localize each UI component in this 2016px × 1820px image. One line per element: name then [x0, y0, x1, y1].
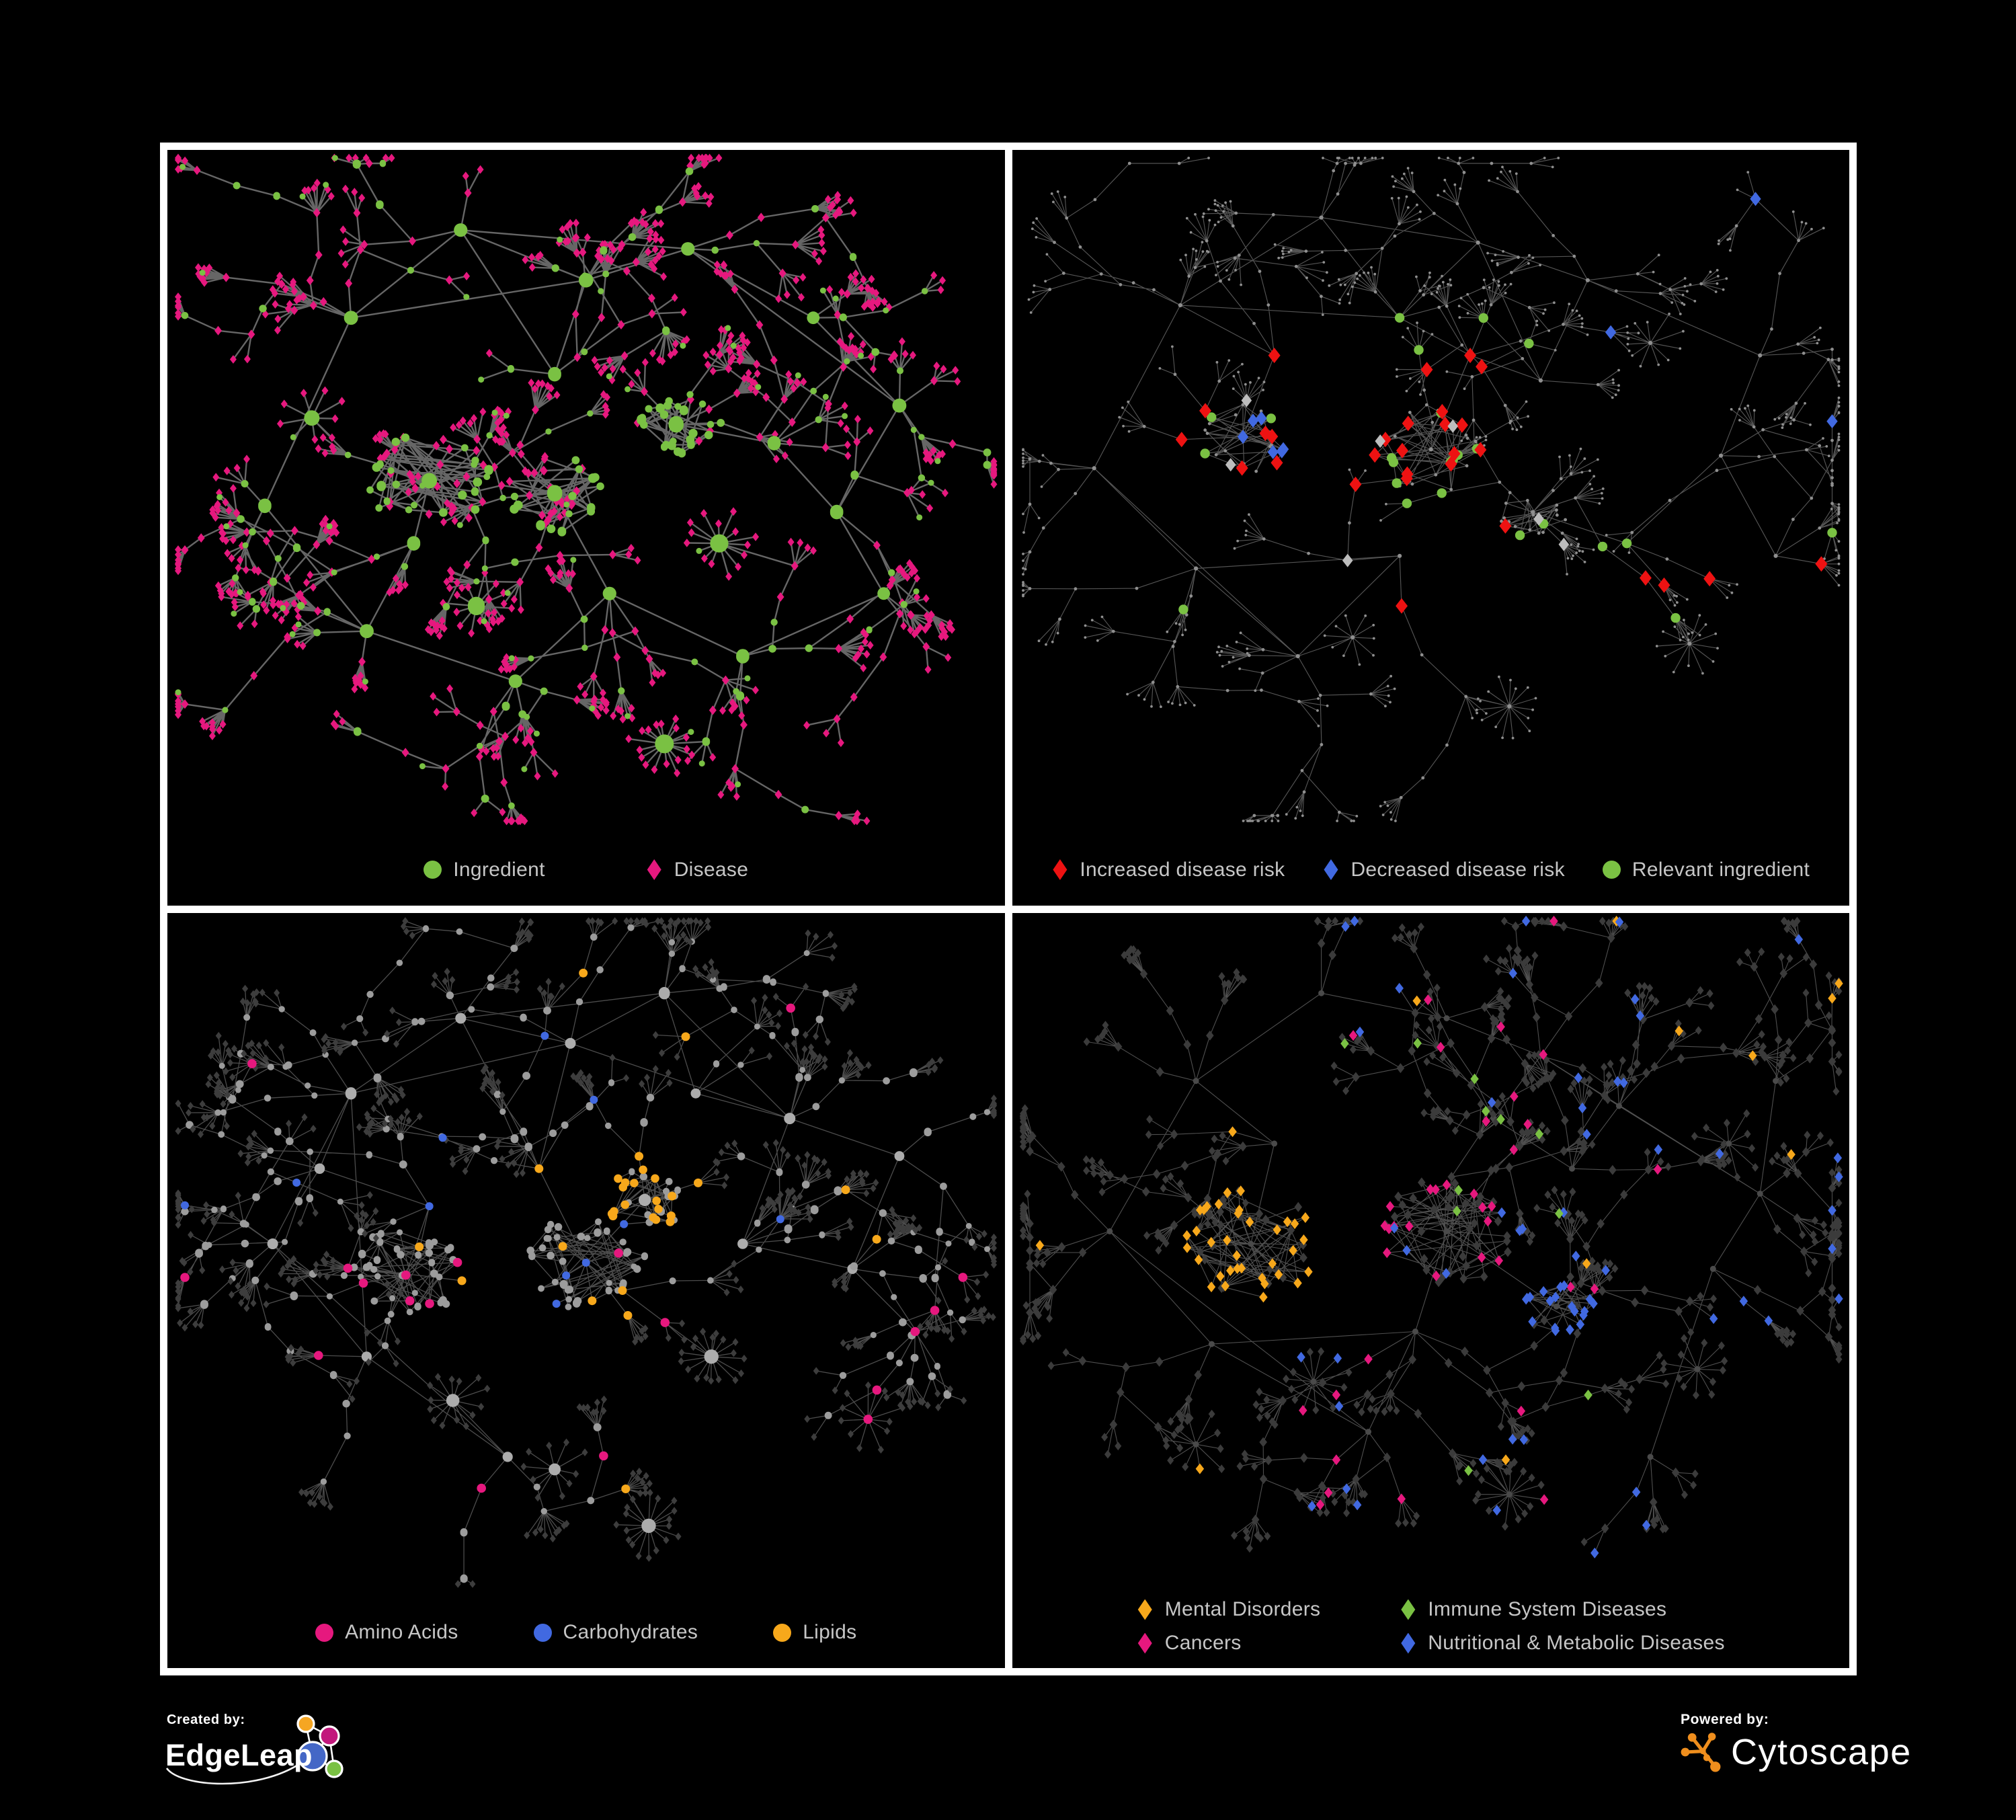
- created-by-credit: Created by: EdgeLeap: [161, 1709, 370, 1796]
- legend-item-relevant-ingredient: Relevant ingredient: [1602, 858, 1810, 881]
- network-highlight-diamonds: [1175, 348, 1827, 614]
- legend-item-increased-disease-risk: Increased disease risk: [1051, 859, 1285, 881]
- legend-item-decreased-disease-risk: Decreased disease risk: [1322, 858, 1565, 881]
- legend-label: Immune System Diseases: [1428, 1598, 1667, 1620]
- disease-categories-legend: Mental Disorders Immune System Diseases Ca…: [1012, 1598, 1850, 1655]
- legend-label: Relevant ingredient: [1631, 858, 1810, 881]
- legend-label: Nutritional & Metabolic Diseases: [1428, 1632, 1725, 1654]
- network-edges: [177, 920, 995, 1585]
- network-edges: [177, 157, 995, 822]
- legend-label: Carbohydrates: [563, 1621, 698, 1643]
- legend-item-lipids: Lipids: [773, 1621, 856, 1644]
- legend-item-immune-system-diseases: Immune System Diseases: [1400, 1598, 1666, 1621]
- network-highlight-circles: [175, 155, 992, 814]
- panel-disease-categories: Mental Disorders Immune System Diseases Ca…: [1012, 912, 1850, 1668]
- panel-grid: Ingredient Disease Increased disease risk…: [160, 143, 1857, 1675]
- diamond-marker: [647, 859, 661, 880]
- network-nodes-circles: [1021, 157, 1840, 822]
- circle-marker: [424, 861, 442, 879]
- nutrient-classes-network: [175, 916, 997, 1588]
- legend-item-nutritional-metabolic-diseases: Nutritional & Metabolic Diseases: [1400, 1632, 1724, 1655]
- legend-label: Increased disease risk: [1080, 858, 1285, 881]
- legend-label: Mental Disorders: [1164, 1598, 1321, 1620]
- legend-label: Amino Acids: [345, 1621, 458, 1643]
- circle-marker: [773, 1623, 792, 1642]
- nutrient-classes-legend: Amino Acids Carbohydrates Lipids: [167, 1621, 1005, 1644]
- network-nodes-circles: [181, 924, 991, 1583]
- circle-marker: [315, 1623, 334, 1642]
- legend-item-ingredient: Ingredient: [424, 859, 545, 881]
- diamond-marker: [1401, 1599, 1416, 1620]
- diamond-marker: [1137, 1632, 1152, 1654]
- legend-item-carbohydrates: Carbohydrates: [533, 1621, 698, 1644]
- disease-categories-network: [1019, 915, 1843, 1558]
- circle-marker: [1602, 861, 1621, 879]
- network-highlight-diamonds: [1035, 915, 1843, 1474]
- legend-item-cancers: Cancers: [1137, 1632, 1242, 1655]
- diamond-marker: [1053, 859, 1067, 880]
- panel-ingredients-diseases: Ingredient Disease: [167, 150, 1005, 906]
- created-by-caption: Created by:: [167, 1712, 245, 1727]
- edgeleap-network-icon: [296, 1714, 344, 1778]
- disease-risk-network: [1021, 157, 1840, 822]
- legend-label: Decreased disease risk: [1350, 858, 1565, 881]
- legend-item-mental-disorders: Mental Disorders: [1137, 1598, 1321, 1621]
- legend-item-disease: Disease: [646, 859, 748, 881]
- legend-label: Lipids: [803, 1621, 857, 1643]
- edgeleap-brand: EdgeLeap: [165, 1738, 313, 1772]
- disease-risk-legend: Increased disease risk Decreased disease …: [1012, 859, 1850, 881]
- ingredients-diseases-network: [175, 153, 998, 826]
- circle-marker: [533, 1623, 552, 1642]
- legend-item-amino-acids: Amino Acids: [315, 1621, 458, 1644]
- diamond-marker: [1401, 1632, 1416, 1654]
- cytoscape-network-icon: [1681, 1733, 1721, 1772]
- powered-by-credit: Powered by: Cytoscape: [1679, 1712, 1912, 1774]
- legend-label: Ingredient: [453, 858, 545, 881]
- powered-by-caption: Powered by:: [1681, 1712, 1769, 1727]
- network-nodes-diamonds: [175, 916, 997, 1588]
- network-edges: [1022, 157, 1839, 822]
- diamond-marker: [1324, 859, 1338, 880]
- ingredients-diseases-legend: Ingredient Disease: [167, 859, 1005, 881]
- panel-nutrient-classes: Amino Acids Carbohydrates Lipids: [167, 912, 1005, 1668]
- diamond-marker: [1137, 1599, 1152, 1620]
- edgeleap-swoosh-icon: [165, 1762, 302, 1785]
- cytoscape-brand: Cytoscape: [1731, 1732, 1912, 1772]
- panel-disease-risk: Increased disease risk Decreased disease …: [1012, 150, 1850, 906]
- legend-label: Cancers: [1164, 1632, 1242, 1654]
- network-highlight-diamonds: [1298, 915, 1662, 1510]
- legend-label: Disease: [674, 858, 749, 881]
- edgeleap-logo: Created by: EdgeLeap: [165, 1712, 344, 1785]
